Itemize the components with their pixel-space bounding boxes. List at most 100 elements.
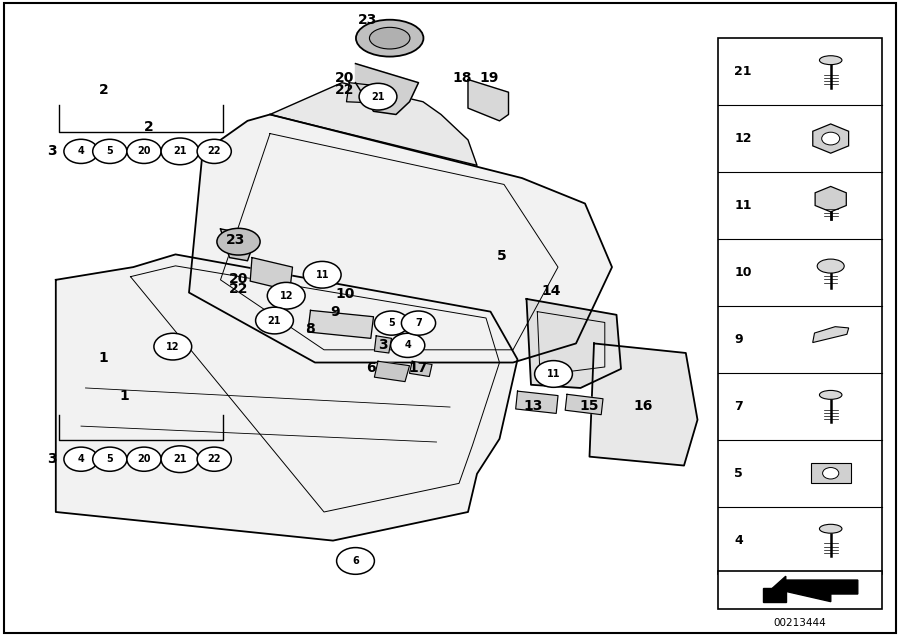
Text: 4: 4 — [77, 454, 85, 464]
Ellipse shape — [820, 56, 842, 65]
Text: 21: 21 — [268, 315, 281, 326]
Text: 21: 21 — [173, 146, 187, 156]
Circle shape — [127, 139, 161, 163]
Text: 5: 5 — [498, 249, 507, 263]
Text: 21: 21 — [371, 92, 385, 102]
Text: 23: 23 — [226, 233, 246, 247]
Text: 5: 5 — [388, 318, 395, 328]
Circle shape — [93, 139, 127, 163]
Text: 00213444: 00213444 — [774, 618, 826, 628]
Text: 7: 7 — [415, 318, 422, 328]
Circle shape — [161, 138, 199, 165]
Ellipse shape — [217, 228, 260, 255]
Text: 20: 20 — [229, 272, 248, 286]
Polygon shape — [516, 391, 558, 413]
Polygon shape — [220, 229, 256, 261]
Text: 21: 21 — [173, 454, 187, 464]
Text: 23: 23 — [357, 13, 377, 27]
Polygon shape — [346, 83, 378, 103]
Text: 2: 2 — [99, 83, 108, 97]
Polygon shape — [526, 299, 621, 388]
Polygon shape — [410, 361, 432, 377]
Circle shape — [161, 446, 199, 473]
Ellipse shape — [820, 524, 842, 533]
Ellipse shape — [369, 27, 410, 49]
Text: 7: 7 — [734, 400, 743, 413]
Polygon shape — [590, 343, 698, 466]
Text: 1: 1 — [99, 351, 108, 365]
Text: 3: 3 — [48, 452, 57, 466]
Circle shape — [535, 361, 572, 387]
Text: 10: 10 — [734, 266, 752, 279]
Text: 3: 3 — [48, 144, 57, 158]
Text: 4: 4 — [77, 146, 85, 156]
Text: 9: 9 — [330, 305, 339, 319]
Polygon shape — [813, 327, 849, 343]
Text: 11: 11 — [547, 369, 560, 379]
Text: 5: 5 — [106, 146, 113, 156]
Text: 17: 17 — [409, 361, 428, 375]
Text: 21: 21 — [734, 65, 752, 78]
Text: 5: 5 — [734, 467, 743, 480]
Text: 12: 12 — [734, 132, 752, 145]
Bar — [718, 38, 882, 574]
Circle shape — [256, 307, 293, 334]
Polygon shape — [565, 394, 603, 415]
Text: 18: 18 — [452, 71, 472, 85]
Circle shape — [391, 333, 425, 357]
Polygon shape — [468, 80, 508, 121]
Text: 2: 2 — [144, 120, 153, 134]
Text: 15: 15 — [580, 399, 599, 413]
Polygon shape — [374, 361, 410, 382]
Polygon shape — [189, 114, 612, 363]
Polygon shape — [270, 83, 477, 165]
Text: 13: 13 — [523, 399, 543, 413]
Text: 22: 22 — [335, 83, 355, 97]
Text: 12: 12 — [279, 291, 293, 301]
Text: 4: 4 — [404, 340, 411, 350]
Polygon shape — [374, 336, 392, 353]
Text: 9: 9 — [734, 333, 743, 346]
Circle shape — [154, 333, 192, 360]
Text: 3: 3 — [378, 338, 387, 352]
Ellipse shape — [820, 391, 842, 399]
Polygon shape — [308, 310, 374, 338]
Text: 4: 4 — [734, 534, 743, 547]
Text: 8: 8 — [306, 322, 315, 336]
Text: 20: 20 — [137, 454, 151, 464]
Text: 20: 20 — [335, 71, 355, 85]
Polygon shape — [772, 576, 858, 602]
Text: 11: 11 — [315, 270, 329, 280]
Text: 6: 6 — [352, 556, 359, 566]
Text: 14: 14 — [541, 284, 561, 298]
Text: 22: 22 — [229, 282, 248, 296]
Polygon shape — [250, 258, 292, 291]
Circle shape — [93, 447, 127, 471]
Text: 11: 11 — [734, 199, 752, 212]
Polygon shape — [763, 588, 786, 602]
Text: 6: 6 — [366, 361, 375, 375]
Text: 12: 12 — [166, 342, 180, 352]
Circle shape — [267, 282, 305, 309]
Circle shape — [337, 548, 374, 574]
Text: 16: 16 — [634, 399, 653, 413]
Bar — [811, 463, 850, 483]
Text: 10: 10 — [335, 287, 355, 301]
Text: 22: 22 — [207, 146, 221, 156]
Circle shape — [401, 311, 436, 335]
Circle shape — [374, 311, 409, 335]
Ellipse shape — [817, 259, 844, 273]
Circle shape — [823, 467, 839, 479]
Text: 20: 20 — [137, 146, 151, 156]
Text: 5: 5 — [106, 454, 113, 464]
Polygon shape — [56, 254, 517, 541]
Ellipse shape — [356, 20, 423, 57]
Circle shape — [64, 447, 98, 471]
Polygon shape — [356, 64, 418, 114]
Circle shape — [64, 139, 98, 163]
Circle shape — [127, 447, 161, 471]
Text: 19: 19 — [479, 71, 499, 85]
Bar — [718, 571, 882, 609]
Text: 22: 22 — [207, 454, 221, 464]
Text: 1: 1 — [120, 389, 129, 403]
